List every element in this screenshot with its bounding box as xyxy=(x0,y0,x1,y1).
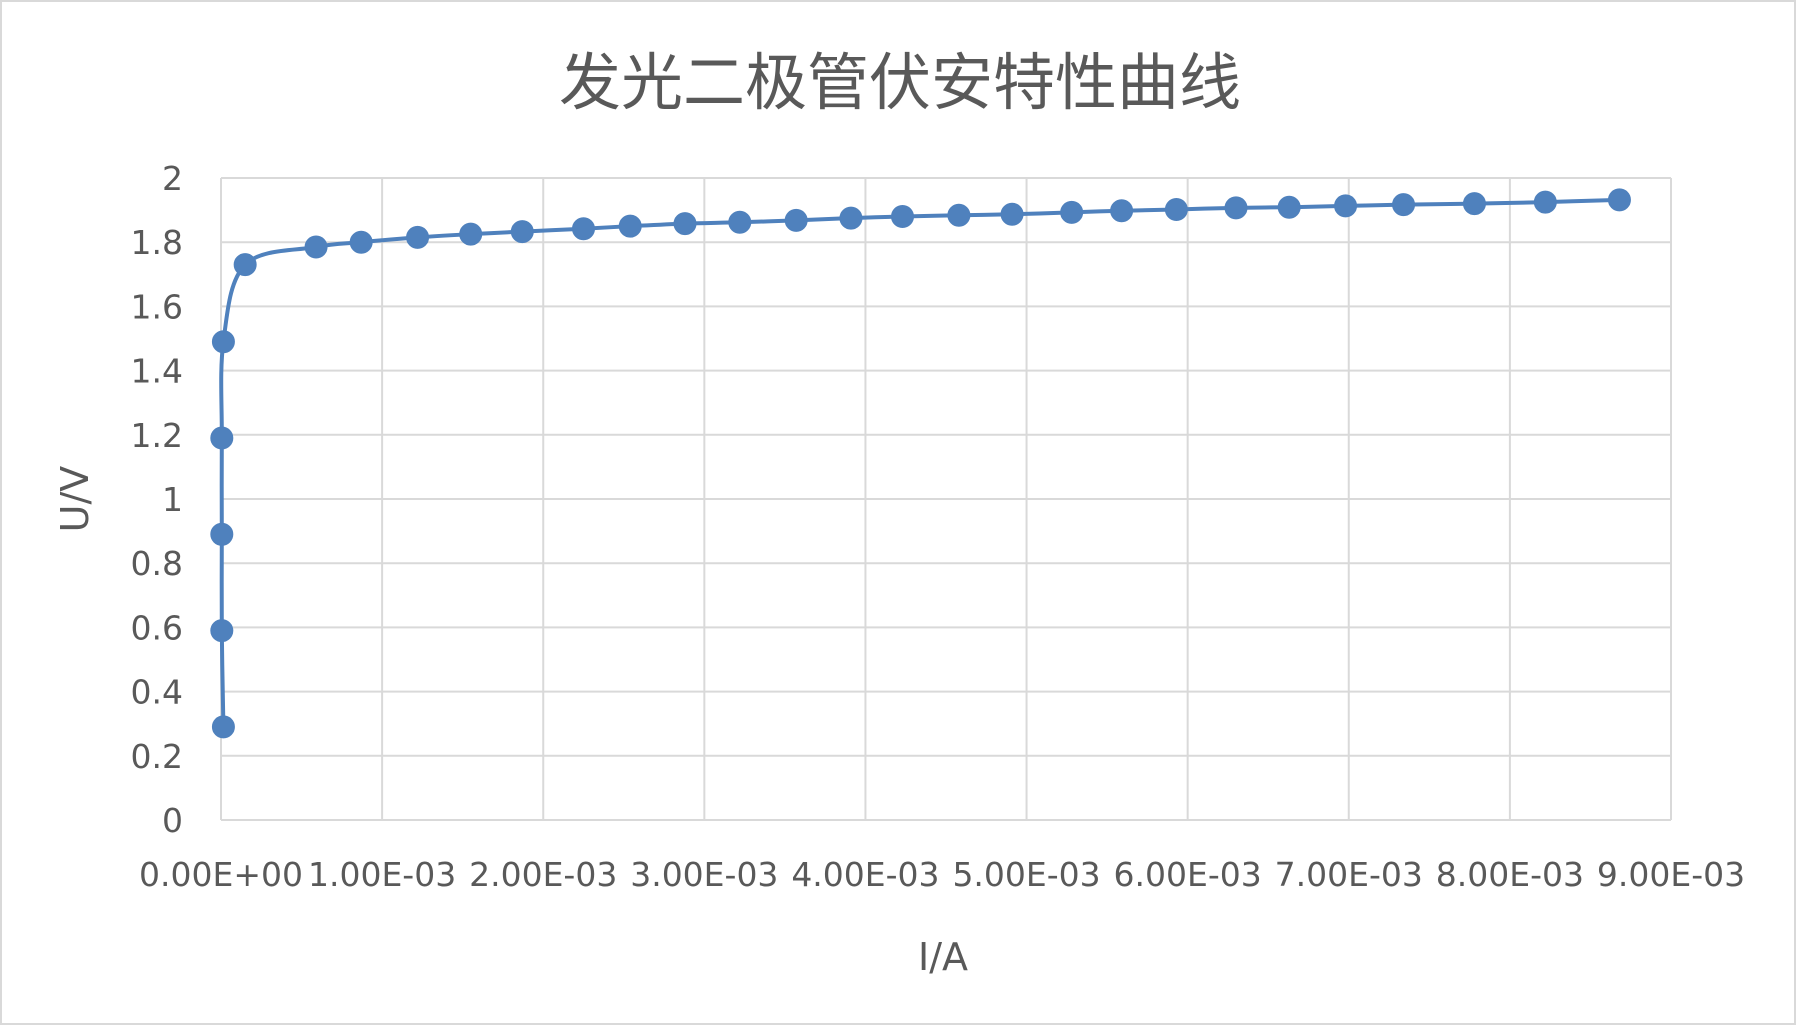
y-tick-label: 0.4 xyxy=(131,673,183,712)
y-tick-label: 1.6 xyxy=(131,287,183,326)
data-point xyxy=(406,225,430,249)
y-tick-label: 0.8 xyxy=(131,544,183,583)
x-axis-ticks: 0.00E+00 1.00E-03 2.00E-03 3.00E-03 4.00E-03… xyxy=(139,855,1745,894)
data-point xyxy=(1392,193,1416,217)
data-point xyxy=(349,230,373,254)
series-layer xyxy=(210,188,1631,739)
data-point xyxy=(210,426,234,450)
data-point xyxy=(211,330,235,354)
data-point xyxy=(233,253,257,277)
data-point xyxy=(572,217,595,241)
data-point xyxy=(1533,190,1557,214)
x-tick-label: 0.00E+00 xyxy=(139,855,303,894)
y-axis-label: U/V xyxy=(53,466,97,533)
x-tick-label: 6.00E-03 xyxy=(1114,855,1262,894)
y-tick-label: 1.2 xyxy=(131,416,183,455)
data-point xyxy=(947,203,971,227)
data-point xyxy=(1334,194,1358,218)
data-point xyxy=(1110,199,1134,223)
x-tick-label: 7.00E-03 xyxy=(1275,855,1423,894)
x-tick-label: 5.00E-03 xyxy=(952,855,1100,894)
data-point xyxy=(784,208,808,232)
x-tick-label: 1.00E-03 xyxy=(308,855,456,894)
data-point xyxy=(728,210,752,234)
data-point xyxy=(839,206,863,230)
y-tick-label: 0.2 xyxy=(131,737,183,776)
data-point xyxy=(891,205,914,229)
data-point xyxy=(210,619,234,643)
x-tick-label: 3.00E-03 xyxy=(630,855,778,894)
chart-title: 发光二极管伏安特性曲线 xyxy=(559,46,1241,119)
gridlines xyxy=(220,177,1672,821)
y-tick-label: 1 xyxy=(162,480,183,519)
data-point xyxy=(1060,200,1084,224)
data-point xyxy=(1462,192,1486,216)
data-point xyxy=(673,212,697,236)
data-point xyxy=(1164,197,1188,221)
y-tick-label: 0.6 xyxy=(131,608,183,647)
x-tick-label: 8.00E-03 xyxy=(1436,855,1584,894)
x-tick-label: 2.00E-03 xyxy=(469,855,617,894)
series-line xyxy=(219,197,1620,727)
y-tick-label: 2 xyxy=(162,159,183,198)
y-axis-ticks: 0 0.2 0.4 0.6 0.8 1 1.2 1.4 1.6 1.8 2 xyxy=(131,159,183,840)
x-axis-label: I/A xyxy=(918,935,968,979)
data-point xyxy=(510,220,534,244)
data-point xyxy=(1000,202,1024,226)
data-point xyxy=(459,222,483,246)
x-tick-label: 4.00E-03 xyxy=(791,855,939,894)
data-point xyxy=(211,715,235,739)
y-tick-label: 1.4 xyxy=(131,352,183,391)
y-tick-label: 0 xyxy=(162,801,183,840)
data-point xyxy=(210,522,234,546)
data-point xyxy=(1224,196,1248,220)
data-point xyxy=(304,235,328,259)
y-tick-label: 1.8 xyxy=(131,223,183,262)
data-point xyxy=(1277,195,1301,219)
data-point xyxy=(1607,188,1631,212)
data-point xyxy=(618,214,642,238)
x-tick-label: 9.00E-03 xyxy=(1597,855,1745,894)
